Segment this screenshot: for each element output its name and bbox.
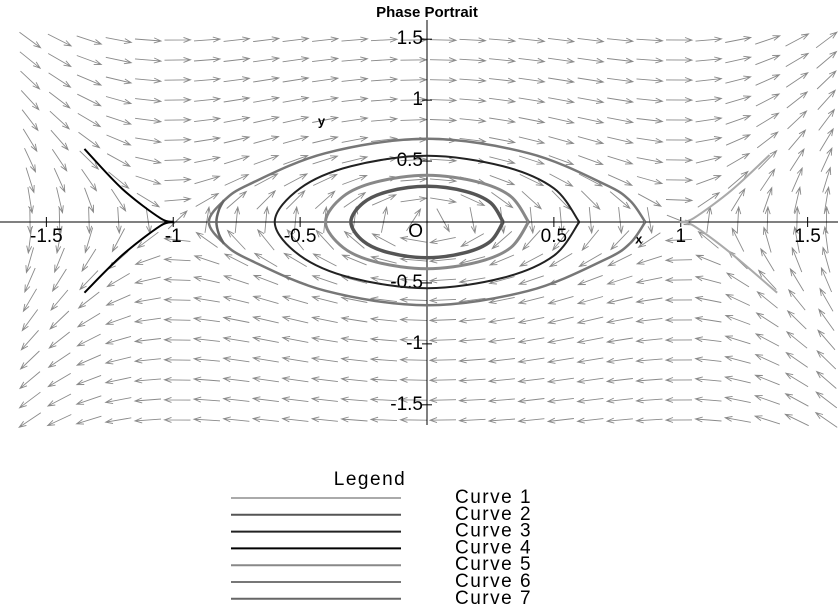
y-tick-label: -1 [406,333,423,354]
curve [679,154,778,294]
y-tick-label: -1.5 [390,394,423,415]
x-tick-label: -1.5 [30,226,63,247]
y-tick-label: 1 [412,89,423,110]
origin-label: O [408,221,423,242]
x-tick-label: -0.5 [284,226,317,247]
curve [207,137,647,307]
legend-label: Curve 3 [455,521,532,542]
legend-label: Curve 6 [455,571,532,592]
legend-label: Curve 5 [455,554,532,575]
x-tick-label: 1.5 [794,226,820,247]
curve [83,148,175,294]
legend-title: Legend [334,469,406,490]
chart-title: Phase Portrait [376,4,478,21]
y-tick-label: -0.5 [390,272,423,293]
direction-field [18,31,838,428]
x-tick-label: 0.5 [541,226,567,247]
curve [215,199,226,245]
curve [273,154,581,290]
legend-label: Curve 2 [455,504,532,525]
legend-label: Curve 7 [455,588,532,609]
x-axis-label: x [635,232,643,247]
y-tick-label: 0.5 [397,150,423,171]
x-tick-label: 1 [675,226,686,247]
x-tick-label: -1 [165,226,182,247]
legend-label: Curve 4 [455,537,532,558]
y-tick-label: 1.5 [397,28,423,49]
curve [324,173,530,271]
curve [349,184,505,260]
y-axis-label: y [318,114,326,129]
legend-label: Curve 1 [455,487,532,508]
